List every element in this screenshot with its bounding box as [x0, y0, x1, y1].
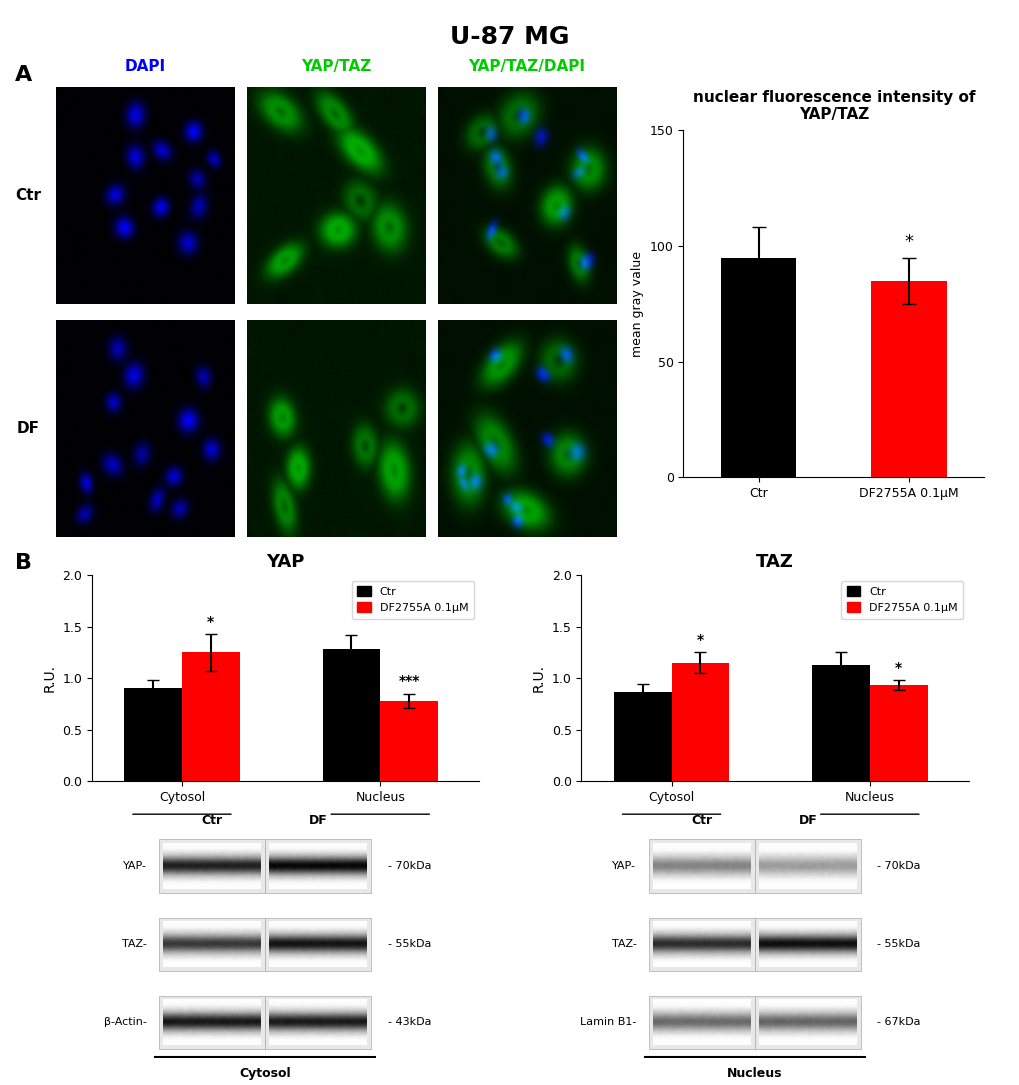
FancyBboxPatch shape — [754, 840, 860, 893]
FancyBboxPatch shape — [754, 996, 860, 1049]
Bar — [720, 257, 796, 477]
FancyBboxPatch shape — [648, 918, 754, 971]
Bar — [181, 652, 239, 781]
Bar — [869, 686, 926, 781]
Title: TAZ: TAZ — [755, 552, 794, 571]
Text: Lamin B1-: Lamin B1- — [580, 1018, 636, 1027]
Text: YAP-: YAP- — [122, 861, 147, 871]
Text: YAP/TAZ: YAP/TAZ — [301, 59, 371, 74]
Text: β-Actin-: β-Actin- — [104, 1018, 147, 1027]
Text: DF: DF — [17, 421, 40, 436]
Text: TAZ-: TAZ- — [122, 940, 147, 949]
Text: Ctr: Ctr — [691, 815, 711, 827]
Text: Ctr: Ctr — [202, 815, 222, 827]
Text: U-87 MG: U-87 MG — [449, 25, 570, 49]
Text: - 43kDa: - 43kDa — [387, 1018, 431, 1027]
Bar — [613, 691, 671, 781]
Bar — [124, 689, 181, 781]
Text: - 70kDa: - 70kDa — [387, 861, 431, 871]
Y-axis label: mean gray value: mean gray value — [631, 251, 644, 357]
Text: Ctr: Ctr — [15, 188, 42, 203]
Bar — [380, 701, 437, 781]
Text: DAPI: DAPI — [124, 59, 166, 74]
FancyBboxPatch shape — [159, 840, 265, 893]
Y-axis label: R.U.: R.U. — [43, 664, 56, 692]
Legend: Ctr, DF2755A 0.1μM: Ctr, DF2755A 0.1μM — [352, 580, 474, 618]
Text: *: * — [904, 232, 913, 251]
Text: DF: DF — [798, 815, 816, 827]
Legend: Ctr, DF2755A 0.1μM: Ctr, DF2755A 0.1μM — [841, 580, 963, 618]
Bar — [322, 649, 380, 781]
Text: Cytosol: Cytosol — [239, 1067, 290, 1080]
Text: - 55kDa: - 55kDa — [876, 940, 920, 949]
FancyBboxPatch shape — [648, 996, 754, 1049]
Title: YAP: YAP — [266, 552, 305, 571]
FancyBboxPatch shape — [648, 840, 754, 893]
Text: DF: DF — [309, 815, 327, 827]
FancyBboxPatch shape — [754, 918, 860, 971]
Text: *: * — [895, 661, 902, 675]
Text: Nucleus: Nucleus — [727, 1067, 782, 1080]
Bar — [870, 281, 946, 477]
Text: YAP/TAZ/DAPI: YAP/TAZ/DAPI — [468, 59, 585, 74]
FancyBboxPatch shape — [159, 918, 265, 971]
FancyBboxPatch shape — [265, 840, 371, 893]
Title: nuclear fluorescence intensity of
YAP/TAZ: nuclear fluorescence intensity of YAP/TA… — [692, 90, 974, 123]
Text: - 70kDa: - 70kDa — [876, 861, 920, 871]
Text: *: * — [696, 634, 703, 647]
Text: - 55kDa: - 55kDa — [387, 940, 431, 949]
Bar — [811, 665, 869, 781]
Y-axis label: R.U.: R.U. — [532, 664, 545, 692]
Text: TAZ-: TAZ- — [611, 940, 636, 949]
Text: YAP-: YAP- — [611, 861, 636, 871]
Text: - 67kDa: - 67kDa — [876, 1018, 920, 1027]
Bar — [671, 663, 729, 781]
Text: *: * — [207, 614, 214, 628]
FancyBboxPatch shape — [159, 996, 265, 1049]
FancyBboxPatch shape — [265, 918, 371, 971]
FancyBboxPatch shape — [265, 996, 371, 1049]
Text: ***: *** — [398, 675, 420, 688]
Text: A: A — [15, 65, 33, 85]
Text: B: B — [15, 553, 33, 573]
